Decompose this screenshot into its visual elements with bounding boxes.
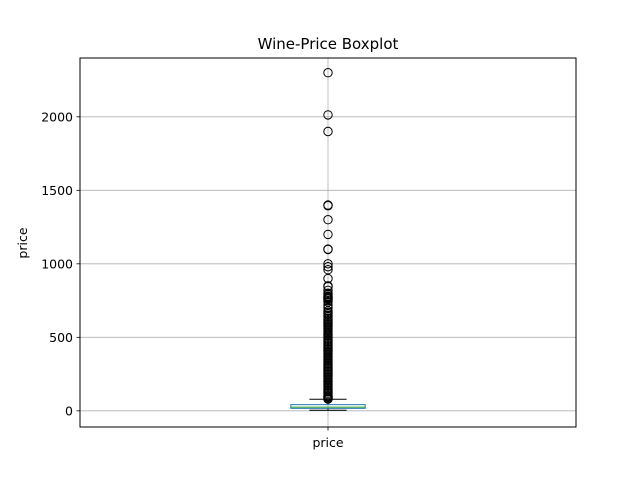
flier-point (323, 126, 333, 137)
chart-title: Wine-Price Boxplot (258, 35, 399, 53)
plot-frame (79, 57, 577, 428)
flier-point (323, 229, 333, 240)
flier-point (323, 110, 333, 120)
x-axis-ticks: price (312, 427, 344, 450)
box-iqr (290, 404, 366, 409)
flier-point (323, 394, 333, 404)
y-axis-label: price (15, 227, 30, 258)
flier-point (323, 68, 333, 78)
flier-point (323, 262, 333, 272)
y-axis-ticks: 0 500 1000 1500 2000 (41, 109, 80, 418)
flier-point (323, 201, 333, 211)
flier-point (323, 244, 333, 255)
y-tick-label: 0 (65, 403, 73, 418)
x-tick-label: price (312, 435, 343, 450)
y-tick-label: 1000 (41, 256, 73, 271)
box-price (290, 68, 366, 411)
flier-point (323, 215, 333, 225)
box-group (290, 68, 366, 411)
y-tick-label: 500 (49, 330, 73, 345)
y-tick-label: 2000 (41, 109, 73, 124)
flier-point (323, 259, 333, 269)
y-tick-label: 1500 (41, 183, 73, 198)
